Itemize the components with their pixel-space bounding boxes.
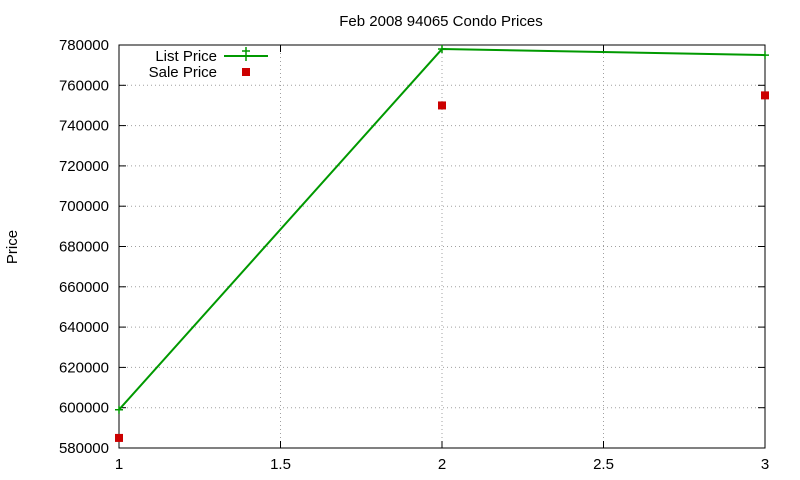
- legend-list-price-marker: [242, 47, 250, 61]
- x-axis-ticks: 1 1.5 2 2.5 3: [115, 45, 769, 473]
- y-tick-label: 600000: [59, 400, 109, 417]
- y-tick-label: 660000: [59, 279, 109, 296]
- x-tick-label: 1.5: [270, 456, 291, 473]
- x-tick-label: 3: [761, 456, 769, 473]
- y-tick-label: 780000: [59, 37, 109, 54]
- legend-sale-price-label: Sale Price: [149, 64, 217, 81]
- y-tick-label: 640000: [59, 319, 109, 336]
- y-tick-label: 720000: [59, 158, 109, 175]
- sale-price-point: [761, 91, 769, 100]
- y-axis-ticks: 580000 600000 620000 640000 660000 680000 7000…: [59, 37, 765, 457]
- y-tick-label: 700000: [59, 198, 109, 215]
- legend-list-price-label: List Price: [155, 48, 217, 65]
- list-price-point: [438, 45, 446, 54]
- y-tick-label: 740000: [59, 118, 109, 135]
- y-tick-label: 620000: [59, 359, 109, 376]
- x-tick-label: 1: [115, 456, 123, 473]
- y-tick-label: 580000: [59, 440, 109, 457]
- y-tick-label: 760000: [59, 77, 109, 94]
- chart-title: Feb 2008 94065 Condo Prices: [339, 13, 542, 30]
- sale-price-point: [115, 433, 123, 442]
- x-tick-label: 2.5: [593, 456, 614, 473]
- series: [115, 45, 769, 442]
- x-tick-label: 2: [438, 456, 446, 473]
- legend-sale-price-marker: [242, 68, 250, 76]
- list-price-point: [761, 51, 769, 60]
- list-price-point: [115, 405, 123, 414]
- legend: List Price Sale Price: [149, 47, 268, 81]
- y-axis-label: Price: [4, 230, 21, 264]
- y-tick-label: 680000: [59, 239, 109, 256]
- sale-price-point: [438, 101, 446, 110]
